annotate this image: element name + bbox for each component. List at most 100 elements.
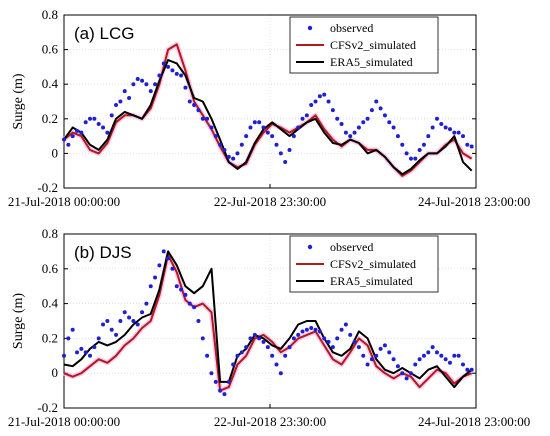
observed-point	[456, 353, 461, 358]
observed-point	[434, 350, 439, 355]
observed-point	[378, 106, 383, 111]
observed-point	[421, 353, 426, 358]
y-tick-label: 0.6	[42, 261, 59, 276]
observed-point	[400, 371, 405, 376]
observed-point	[430, 125, 435, 130]
observed-point	[283, 353, 288, 358]
observed-point	[239, 142, 244, 147]
y-tick-label: 0	[52, 145, 59, 160]
observed-point	[426, 350, 431, 355]
observed-point	[148, 89, 153, 94]
observed-point	[257, 336, 262, 341]
observed-point	[209, 371, 214, 376]
observed-point	[287, 345, 292, 350]
observed-point	[317, 94, 322, 99]
observed-point	[343, 130, 348, 135]
observed-point	[244, 345, 249, 350]
observed-point	[235, 353, 240, 358]
observed-point	[166, 256, 171, 261]
observed-point	[213, 134, 218, 139]
observed-point	[92, 345, 97, 350]
observed-point	[365, 116, 370, 121]
observed-point	[369, 108, 374, 113]
observed-point	[339, 121, 344, 126]
observed-point	[192, 102, 197, 107]
observed-point	[153, 82, 158, 87]
observed-point	[447, 127, 452, 132]
observed-point	[127, 96, 132, 101]
observed-point	[283, 160, 288, 165]
observed-point	[140, 310, 145, 315]
observed-point	[352, 339, 357, 344]
x-tick-label: 22-Jul-2018 23:30:00	[214, 414, 326, 429]
observed-point	[404, 151, 409, 156]
x-tick-label: 21-Jul-2018 00:00:00	[8, 194, 120, 209]
observed-point	[131, 319, 136, 323]
y-tick-label: 0.8	[42, 226, 58, 241]
observed-point	[135, 77, 140, 82]
observed-point	[465, 142, 470, 147]
observed-point	[144, 82, 149, 87]
observed-point	[257, 120, 262, 125]
observed-point	[296, 332, 301, 337]
observed-point	[300, 116, 305, 121]
observed-point	[244, 134, 249, 139]
observed-point	[469, 367, 474, 372]
observed-point	[278, 151, 283, 156]
observed-point	[174, 284, 179, 289]
observed-point	[395, 134, 400, 139]
observed-point	[226, 379, 231, 384]
observed-point	[213, 379, 218, 384]
y-tick-label: -0.2	[37, 180, 58, 195]
observed-point	[452, 130, 457, 135]
observed-point	[335, 116, 340, 121]
chart-panel-lcg: -0.2 0 0.2 0.4 0.6 0.8 21-Jul-2018 00:00:00 22-…	[8, 7, 530, 209]
observed-point	[356, 345, 361, 350]
observed-point	[79, 346, 84, 351]
legend-label: observed	[330, 21, 373, 35]
observed-point	[270, 134, 275, 139]
observed-point	[148, 284, 153, 289]
x-tick-label: 21-Jul-2018 00:00:00	[8, 414, 120, 429]
legend-label: ERA5_simulated	[330, 55, 413, 69]
x-tick-label: 24-Jul-2018 23:00:00	[418, 194, 530, 209]
observed-point	[395, 364, 400, 369]
observed-point	[66, 142, 71, 147]
observed-point	[391, 357, 396, 362]
observed-point	[192, 305, 197, 310]
observed-point	[183, 85, 188, 90]
observed-point	[174, 71, 179, 76]
y-tick-label: 0.8	[42, 7, 58, 22]
observed-point	[252, 332, 257, 337]
observed-point	[66, 336, 71, 341]
y-tick-label: 0.2	[42, 111, 58, 126]
observed-point	[62, 137, 66, 142]
observed-point	[231, 362, 236, 367]
legend-label: observed	[330, 240, 373, 254]
observed-point	[304, 327, 309, 332]
y-tick-label: 0.4	[42, 296, 59, 311]
observed-point	[309, 325, 314, 330]
observed-point	[235, 151, 240, 156]
observed-point	[443, 125, 448, 130]
observed-point	[452, 353, 457, 358]
observed-point	[179, 287, 184, 292]
observed-point	[413, 156, 418, 161]
observed-point	[361, 120, 366, 125]
observed-point	[101, 322, 106, 327]
observed-point	[408, 156, 413, 161]
observed-point	[161, 249, 166, 254]
observed-point	[131, 82, 136, 87]
observed-point	[382, 113, 387, 118]
observed-point	[304, 113, 309, 118]
legend: observed CFSv2_simulated ERA5_simulated	[289, 235, 439, 293]
observed-point	[348, 134, 353, 139]
observed-point	[296, 125, 301, 130]
observed-point	[62, 353, 66, 358]
observed-point	[274, 362, 279, 367]
y-tick-label: -0.2	[37, 400, 58, 415]
observed-point	[248, 336, 253, 341]
observed-point	[291, 336, 296, 341]
observed-point	[127, 315, 132, 320]
